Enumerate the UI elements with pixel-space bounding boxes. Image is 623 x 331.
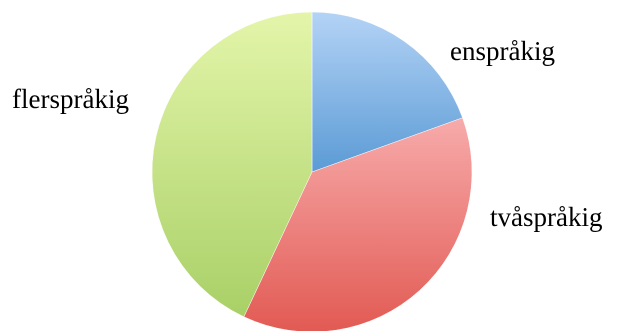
pie-slice-flersprakig — [151, 11, 313, 318]
pie-slice-ensprakig — [311, 11, 463, 173]
pie-slices — [151, 11, 473, 331]
pie-labels: enspråkig tvåspråkig flerspråkig — [12, 36, 602, 232]
slice-label-flersprakig: flerspråkig — [12, 84, 129, 114]
slice-label-tvaasprakig: tvåspråkig — [490, 202, 602, 232]
pie-slice-tvasprakig — [243, 117, 473, 331]
slice-label-enspraakig: enspråkig — [450, 36, 555, 66]
